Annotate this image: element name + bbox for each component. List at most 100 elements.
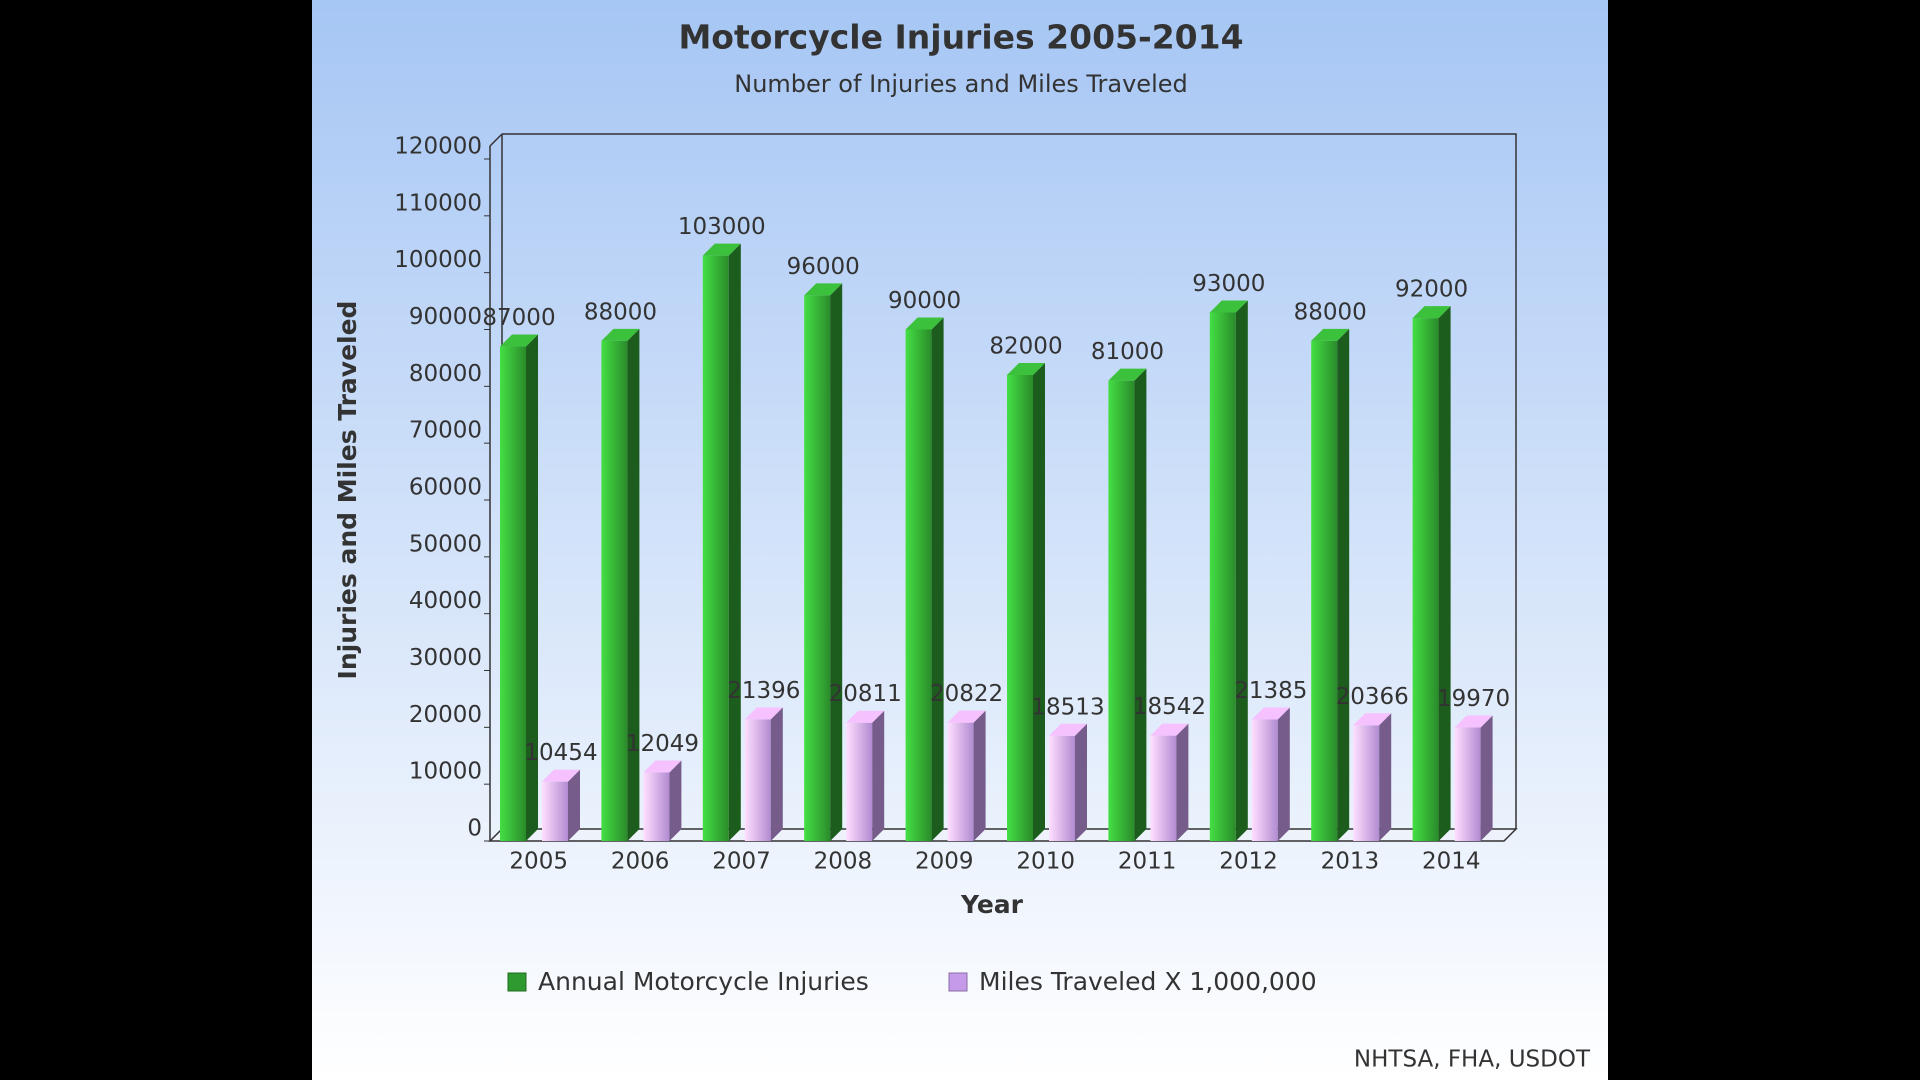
bar-side: [1235, 300, 1248, 841]
bar-top: [1311, 328, 1350, 341]
legend-label: Annual Motorcycle Injuries: [538, 967, 869, 996]
bar-side: [1075, 723, 1087, 841]
data-label: 20366: [1336, 684, 1409, 710]
bar: [1049, 735, 1075, 841]
x-tick-label: 2011: [1118, 849, 1177, 875]
bar: [601, 340, 628, 841]
legend-swatch: [507, 972, 527, 992]
y-tick-label: 50000: [409, 531, 482, 557]
data-label: 18542: [1133, 694, 1206, 720]
bar-top: [1412, 306, 1451, 319]
legend-swatch: [948, 972, 968, 992]
bar: [1454, 727, 1481, 841]
bar-top: [542, 769, 580, 782]
chart-subtitle: Number of Injuries and Miles Traveled: [734, 70, 1187, 98]
bar-side: [872, 710, 885, 841]
bar: [643, 772, 670, 841]
back-frame: [502, 133, 1517, 829]
data-label: 87000: [482, 305, 555, 331]
bar: [846, 722, 873, 841]
data-label: 21385: [1234, 678, 1307, 704]
bar-side: [1134, 368, 1147, 841]
x-tick-label: 2006: [611, 849, 670, 875]
data-label: 88000: [584, 299, 657, 325]
bar: [804, 295, 831, 841]
data-label: 88000: [1294, 299, 1367, 325]
bar-top: [1108, 368, 1147, 381]
bar-top: [1209, 300, 1248, 313]
bar-side: [830, 283, 843, 841]
bar-top: [1150, 723, 1189, 736]
bar-side: [669, 760, 682, 841]
x-axis-title: Year: [960, 890, 1024, 919]
bar-side: [1033, 362, 1045, 841]
bar-top: [1007, 362, 1045, 375]
bar: [744, 719, 771, 841]
bar-top: [601, 328, 640, 341]
bar-top: [643, 760, 682, 773]
y-tick-label: 30000: [409, 645, 482, 671]
y-tick-label: 0: [467, 816, 482, 842]
y-tick-label: 110000: [394, 190, 482, 216]
data-label: 20822: [930, 681, 1003, 707]
bar-side: [931, 317, 944, 841]
y-tick-label: 70000: [409, 418, 482, 444]
x-tick-label: 2008: [814, 849, 873, 875]
data-label: 21396: [727, 678, 800, 704]
bar-side: [1480, 715, 1493, 841]
data-label: 93000: [1192, 271, 1265, 297]
bar-side: [1277, 707, 1290, 841]
bar: [1150, 735, 1177, 841]
y-tick-label: 20000: [409, 702, 482, 728]
bar: [905, 329, 932, 841]
bar-side: [1176, 723, 1189, 841]
data-label: 12049: [626, 731, 699, 757]
x-tick-label: 2010: [1016, 849, 1075, 875]
y-tick-label: 120000: [394, 134, 482, 160]
bar-side: [568, 769, 580, 841]
bar-side: [728, 243, 741, 841]
bar-top: [500, 334, 538, 347]
bar-side: [1337, 328, 1350, 841]
data-label: 92000: [1395, 277, 1468, 303]
bar-side: [770, 707, 783, 841]
bar-side: [1379, 713, 1392, 841]
bar: [1251, 719, 1278, 841]
bar-side: [1438, 306, 1451, 842]
bar: [1311, 340, 1338, 841]
x-tick-label: 2009: [915, 849, 974, 875]
data-label: 103000: [678, 214, 766, 240]
bar-top: [1353, 713, 1392, 726]
bar: [1353, 725, 1380, 841]
y-axis-title: Injuries and Miles Traveled: [333, 301, 362, 680]
bar-top: [744, 707, 783, 720]
data-label: 81000: [1091, 339, 1164, 365]
y-tick-label: 40000: [409, 588, 482, 614]
bar: [542, 781, 568, 841]
data-label: 10454: [524, 740, 597, 766]
x-tick-label: 2012: [1219, 849, 1278, 875]
data-label: 20811: [829, 681, 902, 707]
data-label: 19970: [1437, 686, 1510, 712]
bar-top: [846, 710, 885, 723]
bar-top: [905, 317, 944, 330]
bar-side: [627, 328, 640, 841]
data-label: 90000: [888, 288, 961, 314]
bar-side: [973, 710, 986, 841]
y-tick-label: 60000: [409, 475, 482, 501]
x-tick-label: 2005: [509, 849, 568, 875]
bar-top: [947, 710, 986, 723]
x-tick-label: 2007: [712, 849, 771, 875]
bar: [1209, 312, 1236, 841]
bar: [1412, 318, 1439, 842]
source-note: NHTSA, FHA, USDOT: [1354, 1047, 1591, 1073]
bar: [500, 346, 526, 841]
y-tick-label: 80000: [409, 361, 482, 387]
chart-title: Motorcycle Injuries 2005-2014: [678, 18, 1243, 57]
bar-top: [1454, 715, 1493, 728]
bar: [1108, 380, 1135, 841]
y-tick-label: 10000: [409, 759, 482, 785]
bar: [1007, 374, 1033, 841]
